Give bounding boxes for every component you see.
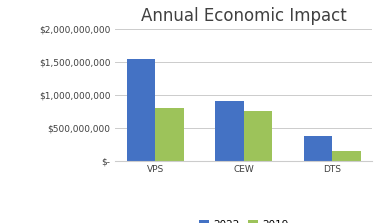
Bar [333, 151, 361, 161]
Legend: 2022, 2019: 2022, 2019 [195, 216, 293, 223]
Bar [215, 101, 244, 161]
Bar [304, 136, 333, 161]
Bar [127, 59, 155, 161]
Bar [155, 108, 184, 161]
Title: Annual Economic Impact: Annual Economic Impact [141, 7, 347, 25]
Bar [244, 111, 272, 161]
